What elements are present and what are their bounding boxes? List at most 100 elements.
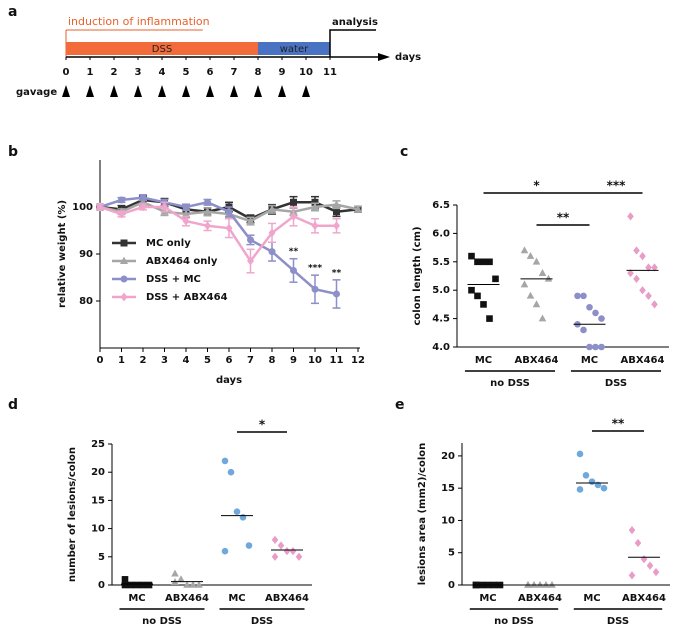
x-tick-label: 11 <box>330 355 344 366</box>
y-tick-label: 80 <box>79 296 93 307</box>
point <box>480 258 487 266</box>
point <box>127 581 135 589</box>
point <box>310 202 320 210</box>
point <box>526 291 535 299</box>
axis-arrow <box>378 53 390 61</box>
section-label: DSS <box>605 378 627 389</box>
point <box>311 221 319 231</box>
point <box>204 221 211 231</box>
point <box>311 285 319 293</box>
y-tick-label: 4.5 <box>432 314 450 325</box>
significance-label: ** <box>557 211 570 225</box>
legend-marker <box>120 239 128 247</box>
point <box>651 263 658 272</box>
legend-label: DSS + ABX464 <box>146 292 228 303</box>
point <box>290 198 297 206</box>
x-tick-label: ABX464 <box>515 355 559 366</box>
point <box>181 209 191 218</box>
point <box>576 450 584 458</box>
y-tick-label: 20 <box>441 451 455 462</box>
x-tick-label: 1 <box>118 355 125 366</box>
x-tick-label: ABX464 <box>518 593 562 604</box>
point <box>290 266 297 274</box>
x-tick-label: MC <box>581 355 598 366</box>
point <box>576 486 584 493</box>
section-label: no DSS <box>494 616 534 626</box>
point <box>177 575 185 583</box>
point <box>646 561 654 570</box>
point <box>271 552 279 561</box>
point <box>628 571 636 580</box>
point <box>227 468 235 476</box>
point <box>289 547 297 556</box>
point <box>290 212 297 221</box>
y-axis-label: relative weight (%) <box>57 200 68 308</box>
point <box>652 567 660 577</box>
y-tick-label: 6.5 <box>432 200 450 211</box>
annotation: ** <box>332 268 342 278</box>
point <box>221 547 229 555</box>
x-tick-label: 8 <box>269 355 276 366</box>
point <box>480 301 487 308</box>
y-tick-label: 5.0 <box>432 285 450 296</box>
gavage-arrow <box>230 85 238 97</box>
point <box>332 200 341 208</box>
point <box>634 538 642 548</box>
point <box>245 542 253 549</box>
point <box>121 576 129 583</box>
x-tick-label: 9 <box>279 67 286 78</box>
phase-label: water <box>280 44 309 55</box>
panel-letter: e <box>395 397 405 413</box>
point <box>628 526 636 535</box>
point <box>586 303 593 311</box>
x-axis-label: days <box>216 375 242 386</box>
analysis-line <box>329 29 376 57</box>
point <box>204 198 211 206</box>
x-tick-label: 10 <box>299 67 313 78</box>
legend-marker <box>120 275 128 283</box>
y-tick-label: 6.0 <box>432 228 450 239</box>
x-tick-label: 4 <box>183 355 190 366</box>
point <box>311 198 319 206</box>
point <box>239 514 247 521</box>
gavage-arrow <box>206 85 214 97</box>
panel-letter: c <box>400 144 408 160</box>
legend-label: DSS + MC <box>146 274 201 285</box>
x-axis-label: days <box>395 52 421 63</box>
x-tick-label: 0 <box>63 67 70 78</box>
y-tick-label: 5 <box>448 548 455 559</box>
point <box>538 314 547 322</box>
x-tick-label: 3 <box>135 67 142 78</box>
y-tick-label: 100 <box>72 202 93 213</box>
x-tick-label: MC <box>479 593 496 604</box>
series-line <box>99 205 337 264</box>
point <box>627 212 634 221</box>
point <box>96 202 104 212</box>
point <box>189 580 197 588</box>
annotation: *** <box>308 264 322 274</box>
point <box>532 300 541 308</box>
y-tick-label: 10 <box>441 515 455 526</box>
point <box>520 246 529 254</box>
point <box>468 252 475 260</box>
point <box>295 552 303 561</box>
point <box>121 581 129 589</box>
point <box>268 228 276 238</box>
significance-label: * <box>533 179 540 193</box>
point <box>486 258 493 266</box>
y-tick-label: 10 <box>91 524 105 535</box>
point <box>592 343 599 351</box>
point <box>182 203 190 211</box>
x-tick-label: 12 <box>351 355 365 366</box>
x-tick-label: ABX464 <box>265 593 309 604</box>
x-tick-label: 5 <box>183 67 190 78</box>
legend-marker <box>119 256 129 264</box>
point <box>195 580 203 588</box>
point <box>145 581 153 589</box>
x-tick-label: MC <box>128 593 145 604</box>
point <box>544 274 553 282</box>
point <box>171 569 179 577</box>
x-tick-label: 10 <box>308 355 322 366</box>
gavage-arrow <box>254 85 262 97</box>
